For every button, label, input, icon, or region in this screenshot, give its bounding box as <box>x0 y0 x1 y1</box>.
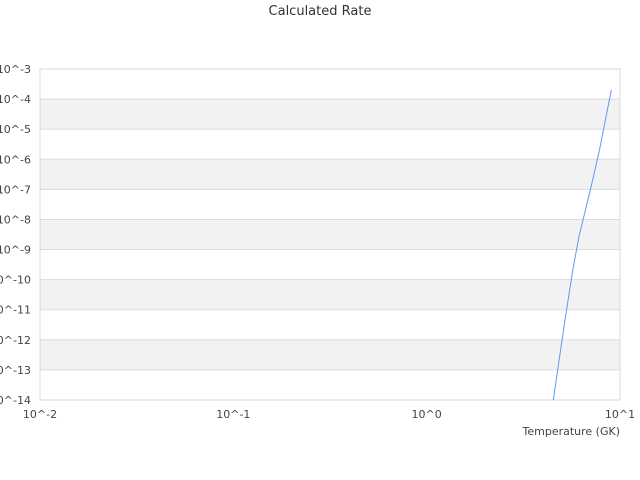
x-axis-label: Temperature (GK) <box>522 425 621 438</box>
series-line <box>552 89 612 401</box>
plot-border <box>39 68 621 401</box>
y-tick-label: 10^-6 <box>0 153 31 166</box>
grid-band <box>40 99 620 130</box>
grid-band <box>40 279 620 310</box>
y-tick-label: 10^-11 <box>0 304 31 317</box>
y-tick-label: 10^-10 <box>0 274 31 287</box>
x-tick-label: 10^-2 <box>23 408 57 421</box>
y-tick-label: 10^-13 <box>0 364 31 377</box>
y-tick-label: 10^-14 <box>0 394 31 407</box>
y-tick-label: 10^-5 <box>0 123 31 136</box>
x-tick-label: 10^-1 <box>216 408 250 421</box>
y-tick-label: 10^-7 <box>0 183 31 196</box>
grid-band <box>40 219 620 250</box>
y-tick-label: 10^-4 <box>0 93 31 106</box>
y-tick-label: 10^-12 <box>0 334 31 347</box>
y-tick-label: 10^-8 <box>0 213 31 226</box>
x-tick-label: 10^0 <box>412 408 442 421</box>
chart-title: Calculated Rate <box>268 4 372 19</box>
y-tick-label: 10^-9 <box>0 244 31 257</box>
grid-band <box>40 339 620 370</box>
x-tick-label: 10^1 <box>605 408 635 421</box>
y-tick-label: 10^-3 <box>0 63 31 76</box>
grid-band <box>40 159 620 190</box>
